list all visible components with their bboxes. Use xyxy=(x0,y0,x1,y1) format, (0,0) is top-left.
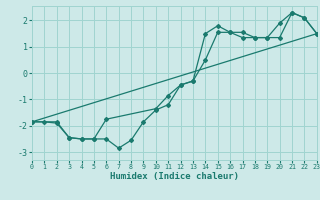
X-axis label: Humidex (Indice chaleur): Humidex (Indice chaleur) xyxy=(110,172,239,181)
